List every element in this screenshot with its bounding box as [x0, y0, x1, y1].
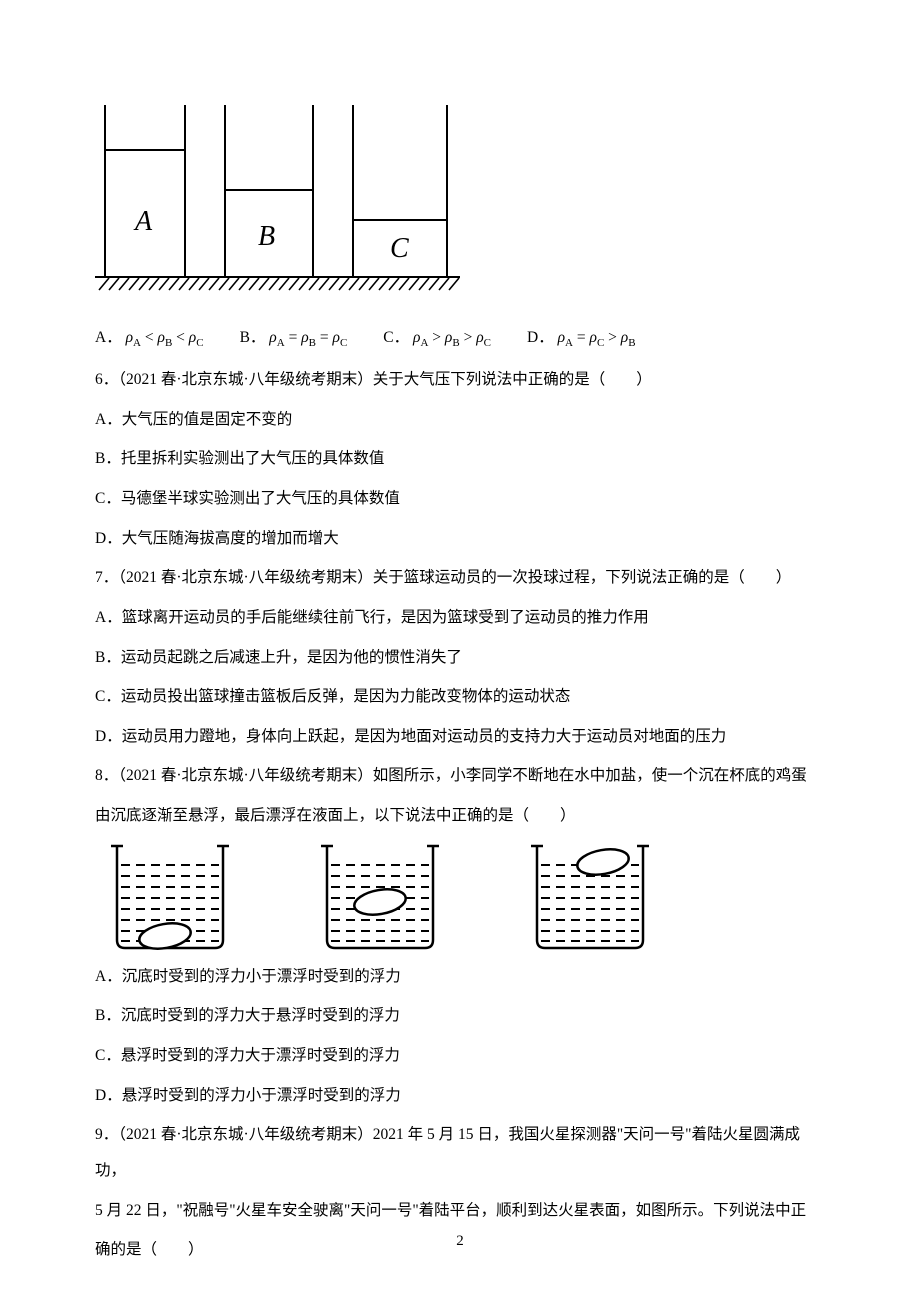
q7-option-d: D．运动员用力蹬地，身体向上跃起，是因为地面对运动员的支持力大于运动员对地面的压… — [95, 719, 830, 755]
q5-option-a: A． ρA < ρB < ρC — [95, 320, 204, 356]
page-number: 2 — [0, 1233, 920, 1250]
q9-stem-line2: 5 月 22 日，"祝融号"火星车安全驶离"天问一号"着陆平台，顺利到达火星表面… — [95, 1193, 830, 1229]
q6-option-c: C．马德堡半球实验测出了大气压的具体数值 — [95, 481, 830, 517]
q7-option-c: C．运动员投出篮球撞击篮板后反弹，是因为力能改变物体的运动状态 — [95, 679, 830, 715]
q8-beakers — [105, 840, 830, 955]
q6-stem: 6．（2021 春·北京东城·八年级统考期末）关于大气压下列说法中正确的是（ ） — [95, 362, 830, 398]
q8-option-b: B．沉底时受到的浮力大于悬浮时受到的浮力 — [95, 998, 830, 1034]
containers-diagram-svg: A B C — [95, 105, 475, 300]
q5-d-label: D． — [527, 329, 554, 346]
q8-stem-line1: 8．（2021 春·北京东城·八年级统考期末）如图所示，小李同学不断地在水中加盐… — [95, 758, 830, 794]
q6-option-b: B．托里拆利实验测出了大气压的具体数值 — [95, 441, 830, 477]
q6-option-d: D．大气压随海拔高度的增加而增大 — [95, 521, 830, 557]
svg-text:A: A — [133, 206, 153, 237]
q5-option-c: C． ρA > ρB > ρC — [383, 320, 491, 356]
q9-stem-line1: 9．（2021 春·北京东城·八年级统考期末）2021 年 5 月 15 日，我… — [95, 1117, 830, 1188]
q7-option-a: A．篮球离开运动员的手后能继续往前飞行，是因为篮球受到了运动员的推力作用 — [95, 600, 830, 636]
svg-text:C: C — [390, 233, 409, 264]
q5-option-b: B． ρA = ρB = ρC — [240, 320, 348, 356]
q5-b-label: B． — [240, 329, 266, 346]
q8-option-d: D．悬浮时受到的浮力小于漂浮时受到的浮力 — [95, 1078, 830, 1114]
svg-text:B: B — [258, 221, 275, 252]
q6-option-a: A．大气压的值是固定不变的 — [95, 402, 830, 438]
q7-stem: 7．（2021 春·北京东城·八年级统考期末）关于篮球运动员的一次投球过程，下列… — [95, 560, 830, 596]
q7-option-b: B．运动员起跳之后减速上升，是因为他的惯性消失了 — [95, 640, 830, 676]
q5-c-label: C． — [383, 329, 409, 346]
q8-stem-line2: 由沉底逐渐至悬浮，最后漂浮在液面上，以下说法中正确的是（ ） — [95, 798, 830, 834]
q5-option-d: D． ρA = ρC > ρB — [527, 320, 636, 356]
beaker-middle-icon — [315, 840, 445, 955]
beaker-bottom-icon — [105, 840, 235, 955]
q5-options: A． ρA < ρB < ρC B． ρA = ρB = ρC C． ρA > … — [95, 320, 830, 356]
q8-option-a: A．沉底时受到的浮力小于漂浮时受到的浮力 — [95, 959, 830, 995]
q5-diagram: A B C — [95, 105, 830, 314]
q5-a-label: A． — [95, 329, 122, 346]
beaker-top-icon — [525, 840, 655, 955]
q8-option-c: C．悬浮时受到的浮力大于漂浮时受到的浮力 — [95, 1038, 830, 1074]
